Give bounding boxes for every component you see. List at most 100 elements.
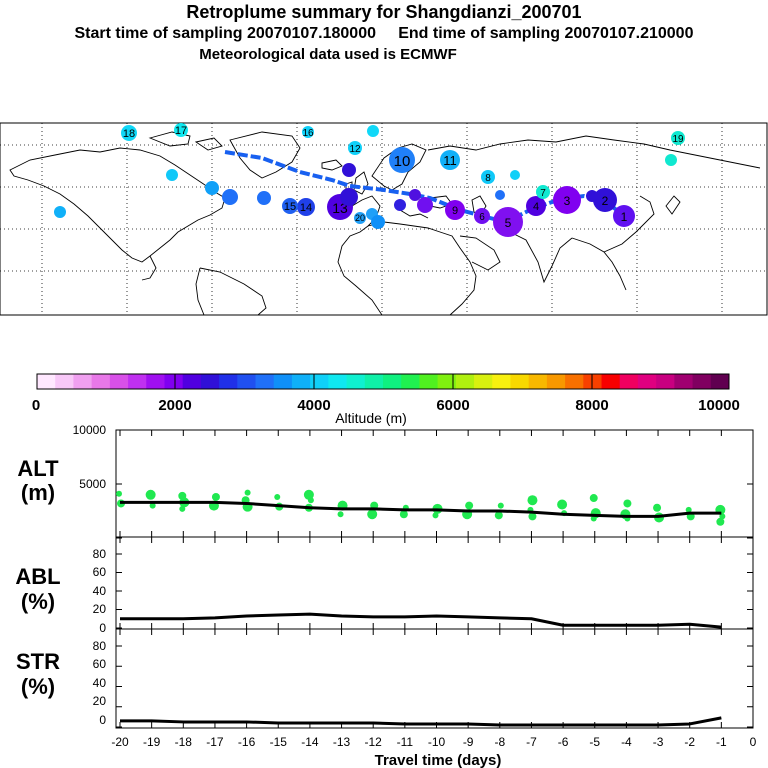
alt-point xyxy=(590,515,597,522)
plume-blob xyxy=(340,188,358,206)
abl-ytick-label: 40 xyxy=(93,584,107,598)
cluster-marker: 7 xyxy=(536,185,550,199)
map-graticule xyxy=(0,123,767,315)
cluster-label: 12 xyxy=(349,144,361,155)
alt-point xyxy=(589,494,598,503)
sampling-times: Start time of sampling 20070107.180000 E… xyxy=(74,25,694,42)
str-panel-label: STR xyxy=(16,649,60,674)
alt-point xyxy=(653,503,662,512)
x-tick-label: -5 xyxy=(589,735,600,749)
cluster-label: 1 xyxy=(621,210,628,224)
alt-point xyxy=(307,497,314,504)
abl-ytick-label: 60 xyxy=(93,565,107,579)
cluster-marker: 3 xyxy=(553,186,581,214)
cluster-label: 20 xyxy=(355,213,365,223)
alt-point xyxy=(244,489,251,496)
abl-panel-unit: (%) xyxy=(21,589,55,614)
colorbar-cell xyxy=(492,374,511,389)
x-tick-label: -15 xyxy=(270,735,288,749)
alt-point xyxy=(494,511,503,520)
cluster-label: 6 xyxy=(479,212,485,223)
colorbar-cell xyxy=(200,374,220,389)
colorbar-cell xyxy=(437,374,457,389)
cluster-marker: 11 xyxy=(440,150,460,170)
alt-point xyxy=(685,506,692,513)
colorbar-cell xyxy=(364,374,384,389)
colorbar-cell xyxy=(656,374,675,389)
cluster-label: 4 xyxy=(533,201,539,213)
plume-blob xyxy=(222,189,238,205)
x-tick-label: -8 xyxy=(494,735,505,749)
alt-point xyxy=(211,492,220,501)
colorbar-cell xyxy=(510,374,530,389)
str-panel-unit: (%) xyxy=(21,674,55,699)
plume-blob xyxy=(394,199,406,211)
colorbar-cell xyxy=(255,374,275,389)
cluster-marker: 17 xyxy=(174,123,188,137)
plume-blob xyxy=(510,170,520,180)
alt-ytick-label: 10000 xyxy=(73,423,107,437)
colorbar-cell xyxy=(164,374,184,389)
chart-title: Retroplume summary for Shangdianzi_20070… xyxy=(186,2,582,22)
plume-blob xyxy=(665,154,677,166)
colorbar-cell xyxy=(273,374,293,389)
colorbar-cell xyxy=(474,374,493,389)
cluster-label: 14 xyxy=(300,202,312,214)
alt-median-line xyxy=(120,500,722,518)
cluster-label: 5 xyxy=(505,216,512,230)
cluster-marker: 19 xyxy=(671,131,685,145)
cluster-marker: 5 xyxy=(493,207,523,237)
colorbar-cell xyxy=(182,374,202,389)
x-tick-label: -19 xyxy=(143,735,161,749)
colorbar-cell xyxy=(601,374,621,389)
colorbar-cell xyxy=(619,374,639,389)
alt-point xyxy=(465,501,474,510)
colorbar-tick-label: 4000 xyxy=(297,397,330,414)
x-tick-label: -13 xyxy=(333,735,351,749)
cluster-marker: 1 xyxy=(613,205,635,227)
abl-ytick-label: 80 xyxy=(93,547,107,561)
plume-blob xyxy=(371,215,385,229)
alt-scatter xyxy=(116,489,726,526)
cluster-label: 3 xyxy=(564,194,571,208)
met-data-line: Meteorological data used is ECMWF xyxy=(199,46,457,63)
colorbar-cell xyxy=(55,374,74,389)
cluster-label: 17 xyxy=(175,125,187,137)
cluster-marker: 9 xyxy=(445,200,465,220)
str-ytick-label: 20 xyxy=(93,694,107,708)
series-lines xyxy=(120,500,722,727)
colorbar-cell xyxy=(419,374,439,389)
colorbar-tick-label: 0 xyxy=(32,397,40,414)
colorbar-cell xyxy=(73,374,93,389)
alt-point xyxy=(116,490,122,497)
alt-point xyxy=(399,510,408,519)
colorbar-cell xyxy=(37,374,56,389)
colorbar-cell xyxy=(237,374,257,389)
plume-blob xyxy=(417,197,433,213)
cluster-marker: 2 xyxy=(593,188,617,212)
cluster-marker: 20 xyxy=(354,212,366,224)
colorbar-cell xyxy=(109,374,129,389)
colorbar-cells xyxy=(37,374,730,389)
x-tick-label: -18 xyxy=(175,735,193,749)
cluster-label: 18 xyxy=(123,128,135,140)
cluster-marker: 10 xyxy=(389,147,415,173)
alt-point xyxy=(432,512,439,519)
cluster-label: 15 xyxy=(284,201,296,213)
str-ytick-label: 80 xyxy=(93,639,107,653)
colorbar-cell xyxy=(383,374,402,389)
alt-point xyxy=(337,511,344,518)
plume-blob xyxy=(409,189,421,201)
abl-line xyxy=(120,612,722,629)
plume-blob xyxy=(205,181,219,195)
abl-ytick-label: 0 xyxy=(99,621,106,635)
str-ytick-label: 0 xyxy=(99,713,106,727)
timeseries-panels: ALT (m) ABL (%) STR (%) 10000 5000 80 60… xyxy=(15,423,756,768)
plume-blob xyxy=(166,169,178,181)
plume-blob xyxy=(586,190,598,202)
cluster-label: 7 xyxy=(540,188,546,199)
colorbar-frame xyxy=(36,373,730,390)
colorbar-cell xyxy=(91,374,111,389)
x-tick-label: -11 xyxy=(397,735,414,749)
